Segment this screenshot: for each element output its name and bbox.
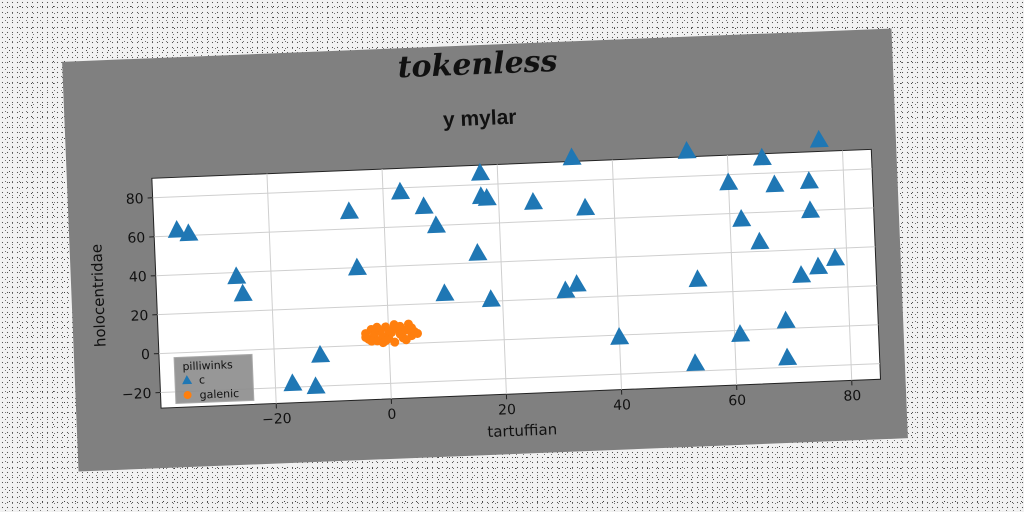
data-point-c [556,280,576,299]
y-tick-label: 60 [127,230,145,247]
legend: pilliwinks c galenic [173,353,255,405]
data-point-c [610,327,630,345]
y-tick-label: 0 [141,347,151,363]
data-point-c [233,283,253,302]
x-tick-label: 20 [498,402,516,419]
data-point-c [809,256,829,275]
x-grid-line [841,150,853,381]
data-point-c [283,373,303,392]
data-point-galenic [384,326,394,336]
y-grid-line [155,246,876,277]
data-point-c [414,196,434,215]
data-point-c [562,147,582,166]
data-point-c [732,209,752,227]
data-point-c [477,188,497,206]
y-grid-line [157,285,877,316]
data-point-galenic [407,323,417,333]
data-point-c [776,310,796,329]
y-axis-label: holocentridae [87,244,109,348]
data-point-c [391,181,411,200]
x-grid-line [381,169,392,399]
data-point-c [427,215,447,234]
data-point-c [750,231,770,250]
data-point-c [471,162,491,181]
y-grid-line [152,168,873,199]
y-grid-line [154,207,874,238]
legend-marker-c [182,375,193,385]
data-point-galenic [390,337,400,347]
legend-marker-galenic [183,391,192,400]
data-point-c [801,200,821,219]
data-point-c [567,274,587,293]
data-point-c [311,344,331,363]
data-point-c [826,248,846,267]
data-point-galenic [381,336,391,346]
data-point-c [481,289,501,308]
x-axis-label: tartuffian [487,420,558,441]
data-point-galenic [361,332,371,342]
x-tick-label: 0 [387,407,397,423]
data-point-c [339,201,359,220]
y-grid-line [160,363,880,394]
data-point-c [227,266,247,285]
data-point-c [778,347,798,366]
data-point-c [765,174,785,193]
data-point-c [468,243,488,261]
legend-box [173,353,255,405]
data-point-c [688,269,708,288]
x-grid-line [726,155,738,386]
x-tick-label: 80 [843,388,861,405]
x-grid-line [611,159,623,390]
y-tick-label: −20 [122,386,152,403]
y-tick-label: 20 [130,308,148,325]
data-point-galenic [401,335,411,345]
axis-ticks: −20 0 20 40 60 80 −20 0 20 40 60 80 [122,191,862,428]
data-point-galenic [372,322,382,332]
data-point-c [179,223,199,242]
data-point-c [435,283,455,302]
y-tick-label: 80 [126,191,144,208]
data-point-c [752,147,772,166]
scatter-plot: −20 0 20 40 60 80 −20 0 20 40 60 80 tartuffian holo… [87,129,882,441]
data-point-c [799,171,819,190]
y-tick-label: 40 [129,269,147,286]
data-points [167,129,846,395]
data-point-galenic [395,321,405,331]
data-point-c [524,192,544,210]
data-point-galenic [412,328,422,338]
data-point-c [809,129,829,148]
legend-label-c: c [199,373,206,386]
data-point-c [576,197,596,216]
legend-title: pilliwinks [182,358,233,373]
grid-lines [152,150,880,404]
data-point-c [719,172,739,191]
data-point-c [348,257,367,276]
data-point-c [792,265,812,283]
chart-figure: tokenless y mylar −20 0 20 40 60 80 −20 0 20 40 60… [62,28,908,472]
x-tick-label: 60 [728,393,746,410]
legend-label-galenic: galenic [199,387,239,402]
x-grid-line [266,173,277,404]
x-tick-label: 40 [613,397,631,414]
data-point-c [731,324,751,343]
y-grid-line [158,324,879,355]
plot-area [151,148,882,409]
data-point-c [686,353,706,372]
data-point-c [167,219,187,238]
x-tick-label: −20 [262,411,292,428]
data-point-c [677,140,697,159]
data-point-c [306,376,326,395]
x-grid-line [496,164,507,395]
